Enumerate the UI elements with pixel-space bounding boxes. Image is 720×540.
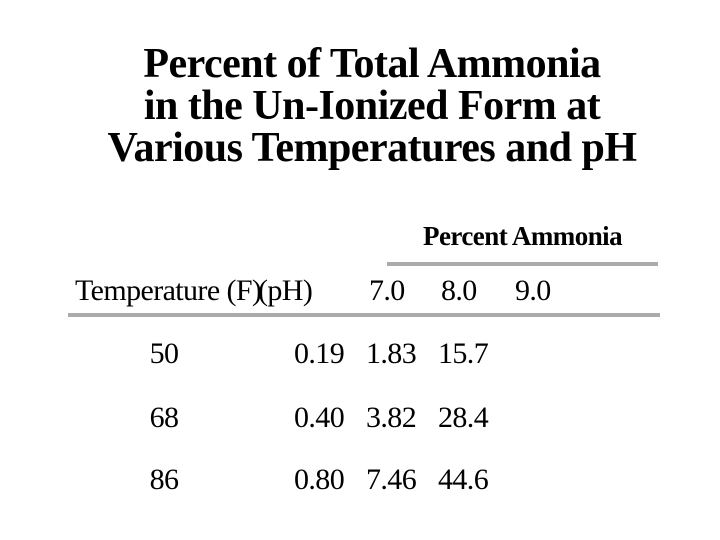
percent-ammonia-spanner-header: Percent Ammonia [423,221,623,251]
ph-7-column-header: 7.0 [369,274,405,307]
temperature-cell: 68 [149,401,179,434]
ph9-value-cell: 15.7 [438,337,489,370]
ph-8-column-header: 8.0 [441,274,477,307]
ph7-value-cell: 0.80 [294,463,345,496]
spanner-header-underline [387,262,658,266]
ph9-value-cell: 28.4 [438,401,489,434]
ph8-value-cell: 1.83 [366,337,417,370]
temperature-column-header: Temperature (F) [75,274,262,307]
slide-title: Percent of Total Ammonia in the Un-Ioniz… [22,43,720,169]
slide-title-line-3: Various Temperatures and pH [107,125,637,171]
ph-9-column-header: 9.0 [515,274,551,307]
ph-label: (pH) [258,274,313,307]
ph9-value-cell: 44.6 [438,463,489,496]
slide-title-line-1: Percent of Total Ammonia [143,41,601,87]
header-row-underline [68,313,660,317]
slide-title-line-2: in the Un-Ionized Form at [143,83,601,129]
ph7-value-cell: 0.19 [294,337,345,370]
ph8-value-cell: 3.82 [366,401,417,434]
ph8-value-cell: 7.46 [366,463,417,496]
temperature-cell: 86 [149,463,179,496]
temperature-cell: 50 [149,337,179,370]
ph7-value-cell: 0.40 [294,401,345,434]
